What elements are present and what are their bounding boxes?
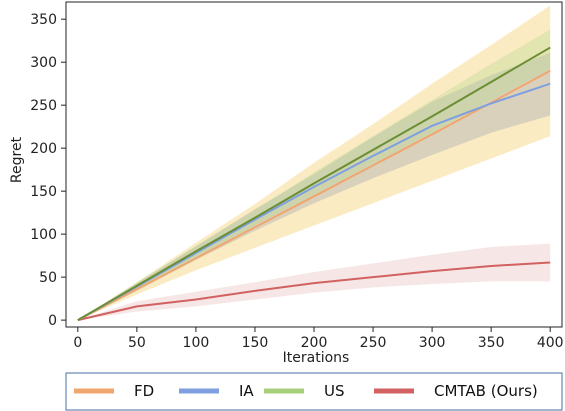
x-tick-label: 250 bbox=[360, 335, 387, 351]
band-fd bbox=[77, 5, 551, 321]
legend-label-fd: FD bbox=[134, 382, 154, 400]
y-tick-label: 150 bbox=[30, 184, 57, 200]
x-tick-label: 350 bbox=[478, 335, 505, 351]
line-cmtab-ours bbox=[77, 261, 551, 322]
series-lines bbox=[77, 46, 551, 322]
y-tick-label: 300 bbox=[30, 55, 57, 71]
legend-label-ia: IA bbox=[239, 382, 254, 400]
band-cmtab-ours bbox=[77, 243, 551, 321]
x-tick-label: 100 bbox=[183, 335, 210, 351]
legend: FD IA US CMTAB (Ours) bbox=[65, 372, 563, 411]
legend-label-cmtab-ours: CMTAB (Ours) bbox=[434, 382, 538, 400]
x-tick-label: 50 bbox=[128, 335, 146, 351]
x-tick-label: 200 bbox=[301, 335, 328, 351]
y-tick-label: 50 bbox=[39, 270, 57, 286]
legend-label-us: US bbox=[324, 382, 345, 400]
y-tick-label: 250 bbox=[30, 98, 57, 114]
y-tick-label: 0 bbox=[48, 313, 57, 329]
confidence-bands bbox=[77, 5, 551, 321]
x-tick-label: 150 bbox=[242, 335, 269, 351]
legend-frame bbox=[65, 372, 563, 411]
y-tick-label: 200 bbox=[30, 141, 57, 157]
band-us bbox=[77, 29, 551, 321]
y-tick-label: 100 bbox=[30, 227, 57, 243]
x-axis-title: Iterations bbox=[283, 350, 350, 366]
x-tick-label: 300 bbox=[419, 335, 446, 351]
x-tick-label: 400 bbox=[537, 335, 564, 351]
axes: 0 50 100 150 200 250 300 350 400 0 50 100 150 200 250 3… bbox=[30, 1, 564, 351]
line-us bbox=[77, 46, 551, 321]
y-axis-title: Regret bbox=[9, 136, 25, 183]
x-tick-label: 0 bbox=[73, 335, 82, 351]
y-tick-label: 350 bbox=[30, 12, 57, 28]
line-fd bbox=[77, 69, 551, 322]
